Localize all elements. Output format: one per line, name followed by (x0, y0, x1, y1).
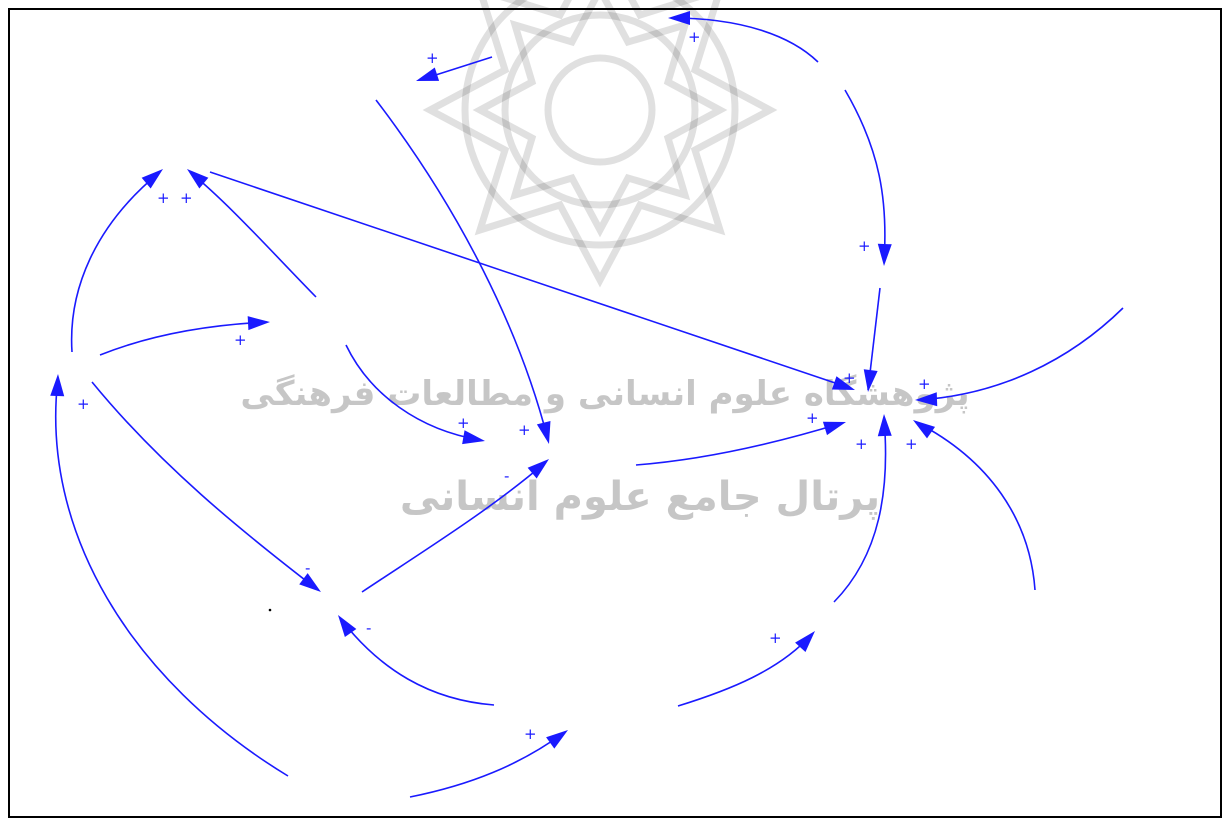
arrowhead-l6 (822, 421, 846, 436)
causal-link-l15 (54, 377, 289, 777)
causal-link-l14 (99, 321, 268, 356)
arrowhead-l2 (668, 11, 690, 25)
causal-link-l18 (339, 617, 495, 706)
watermark-line1: پژوهشگاه علوم انسانی و مطالعات فرهنگی (240, 374, 969, 414)
polarity-label-l13: + (234, 331, 247, 349)
polarity-label-l2: + (688, 28, 701, 46)
arrowhead-l10 (536, 420, 551, 444)
polarity-label-l12: + (180, 189, 193, 207)
polarity-label-l10: + (518, 421, 531, 439)
arrowhead-l11 (462, 430, 485, 445)
polarity-label-l8: + (855, 435, 868, 453)
causal-link-l12 (189, 171, 317, 298)
polarity-label-l6: + (806, 409, 819, 427)
arrowhead-l8 (877, 414, 892, 437)
causal-link-l7 (915, 421, 1036, 591)
diagram-frame (8, 8, 1222, 818)
stray-dot (268, 608, 272, 612)
causal-link-l2 (671, 17, 819, 63)
causal-link-l13 (70, 171, 161, 353)
polarity-label-l15: + (524, 725, 537, 743)
arrowhead-l12 (187, 169, 209, 189)
polarity-label-l17: - (305, 559, 310, 577)
polarity-label-l16: + (769, 629, 782, 647)
arrowhead-l18 (338, 615, 357, 638)
arrowhead-l16 (299, 573, 321, 592)
causal-link-l9 (209, 171, 851, 389)
arrowhead-l1 (416, 67, 440, 81)
arrowhead-l9 (831, 376, 855, 390)
causal-link-l10 (375, 99, 549, 441)
arabesque-star-logo (422, 0, 778, 288)
watermark-line2: پرتال جامع علوم انسانی (400, 474, 880, 520)
arrowhead-l15 (50, 374, 65, 397)
causal-link-l6 (635, 422, 843, 466)
arrowhead-l3 (877, 243, 892, 266)
arrowhead-l5 (915, 392, 938, 407)
polarity-label-l4: + (843, 369, 856, 387)
polarity-label-l11: + (457, 414, 470, 432)
polarity-labels: + + + + + + + + + + + + + + + + - - - (77, 28, 931, 743)
arrowhead-l14 (247, 316, 270, 331)
causal-link-l20 (677, 633, 813, 707)
causal-link-l11 (345, 344, 481, 441)
polarity-label-l18: - (504, 467, 509, 485)
causal-link-l19 (409, 731, 566, 798)
polarity-label-l19: - (366, 619, 371, 637)
arrowhead-l4 (863, 369, 878, 392)
causal-link-l8 (833, 417, 887, 603)
watermark: پژوهشگاه علوم انسانی و مطالعات فرهنگی پر… (240, 0, 970, 520)
polarity-label-l5: + (918, 375, 931, 393)
arrowheads (50, 11, 938, 749)
arrowhead-l20 (795, 631, 815, 653)
causal-link-l3 (844, 89, 886, 263)
arrowhead-l17 (527, 459, 549, 479)
causal-link-l5 (917, 307, 1124, 401)
polarity-label-l7: + (905, 435, 918, 453)
causal-link-l17 (361, 461, 547, 593)
arrowhead-l19 (546, 730, 568, 749)
arrowhead-l13 (141, 169, 163, 189)
polarity-label-l1: + (426, 49, 439, 67)
polarity-label-l3: + (858, 237, 871, 255)
causal-link-l16 (91, 381, 319, 591)
polarity-label-l9: + (157, 189, 170, 207)
polarity-label-l14: + (77, 395, 90, 413)
arrowhead-l7 (913, 420, 936, 439)
